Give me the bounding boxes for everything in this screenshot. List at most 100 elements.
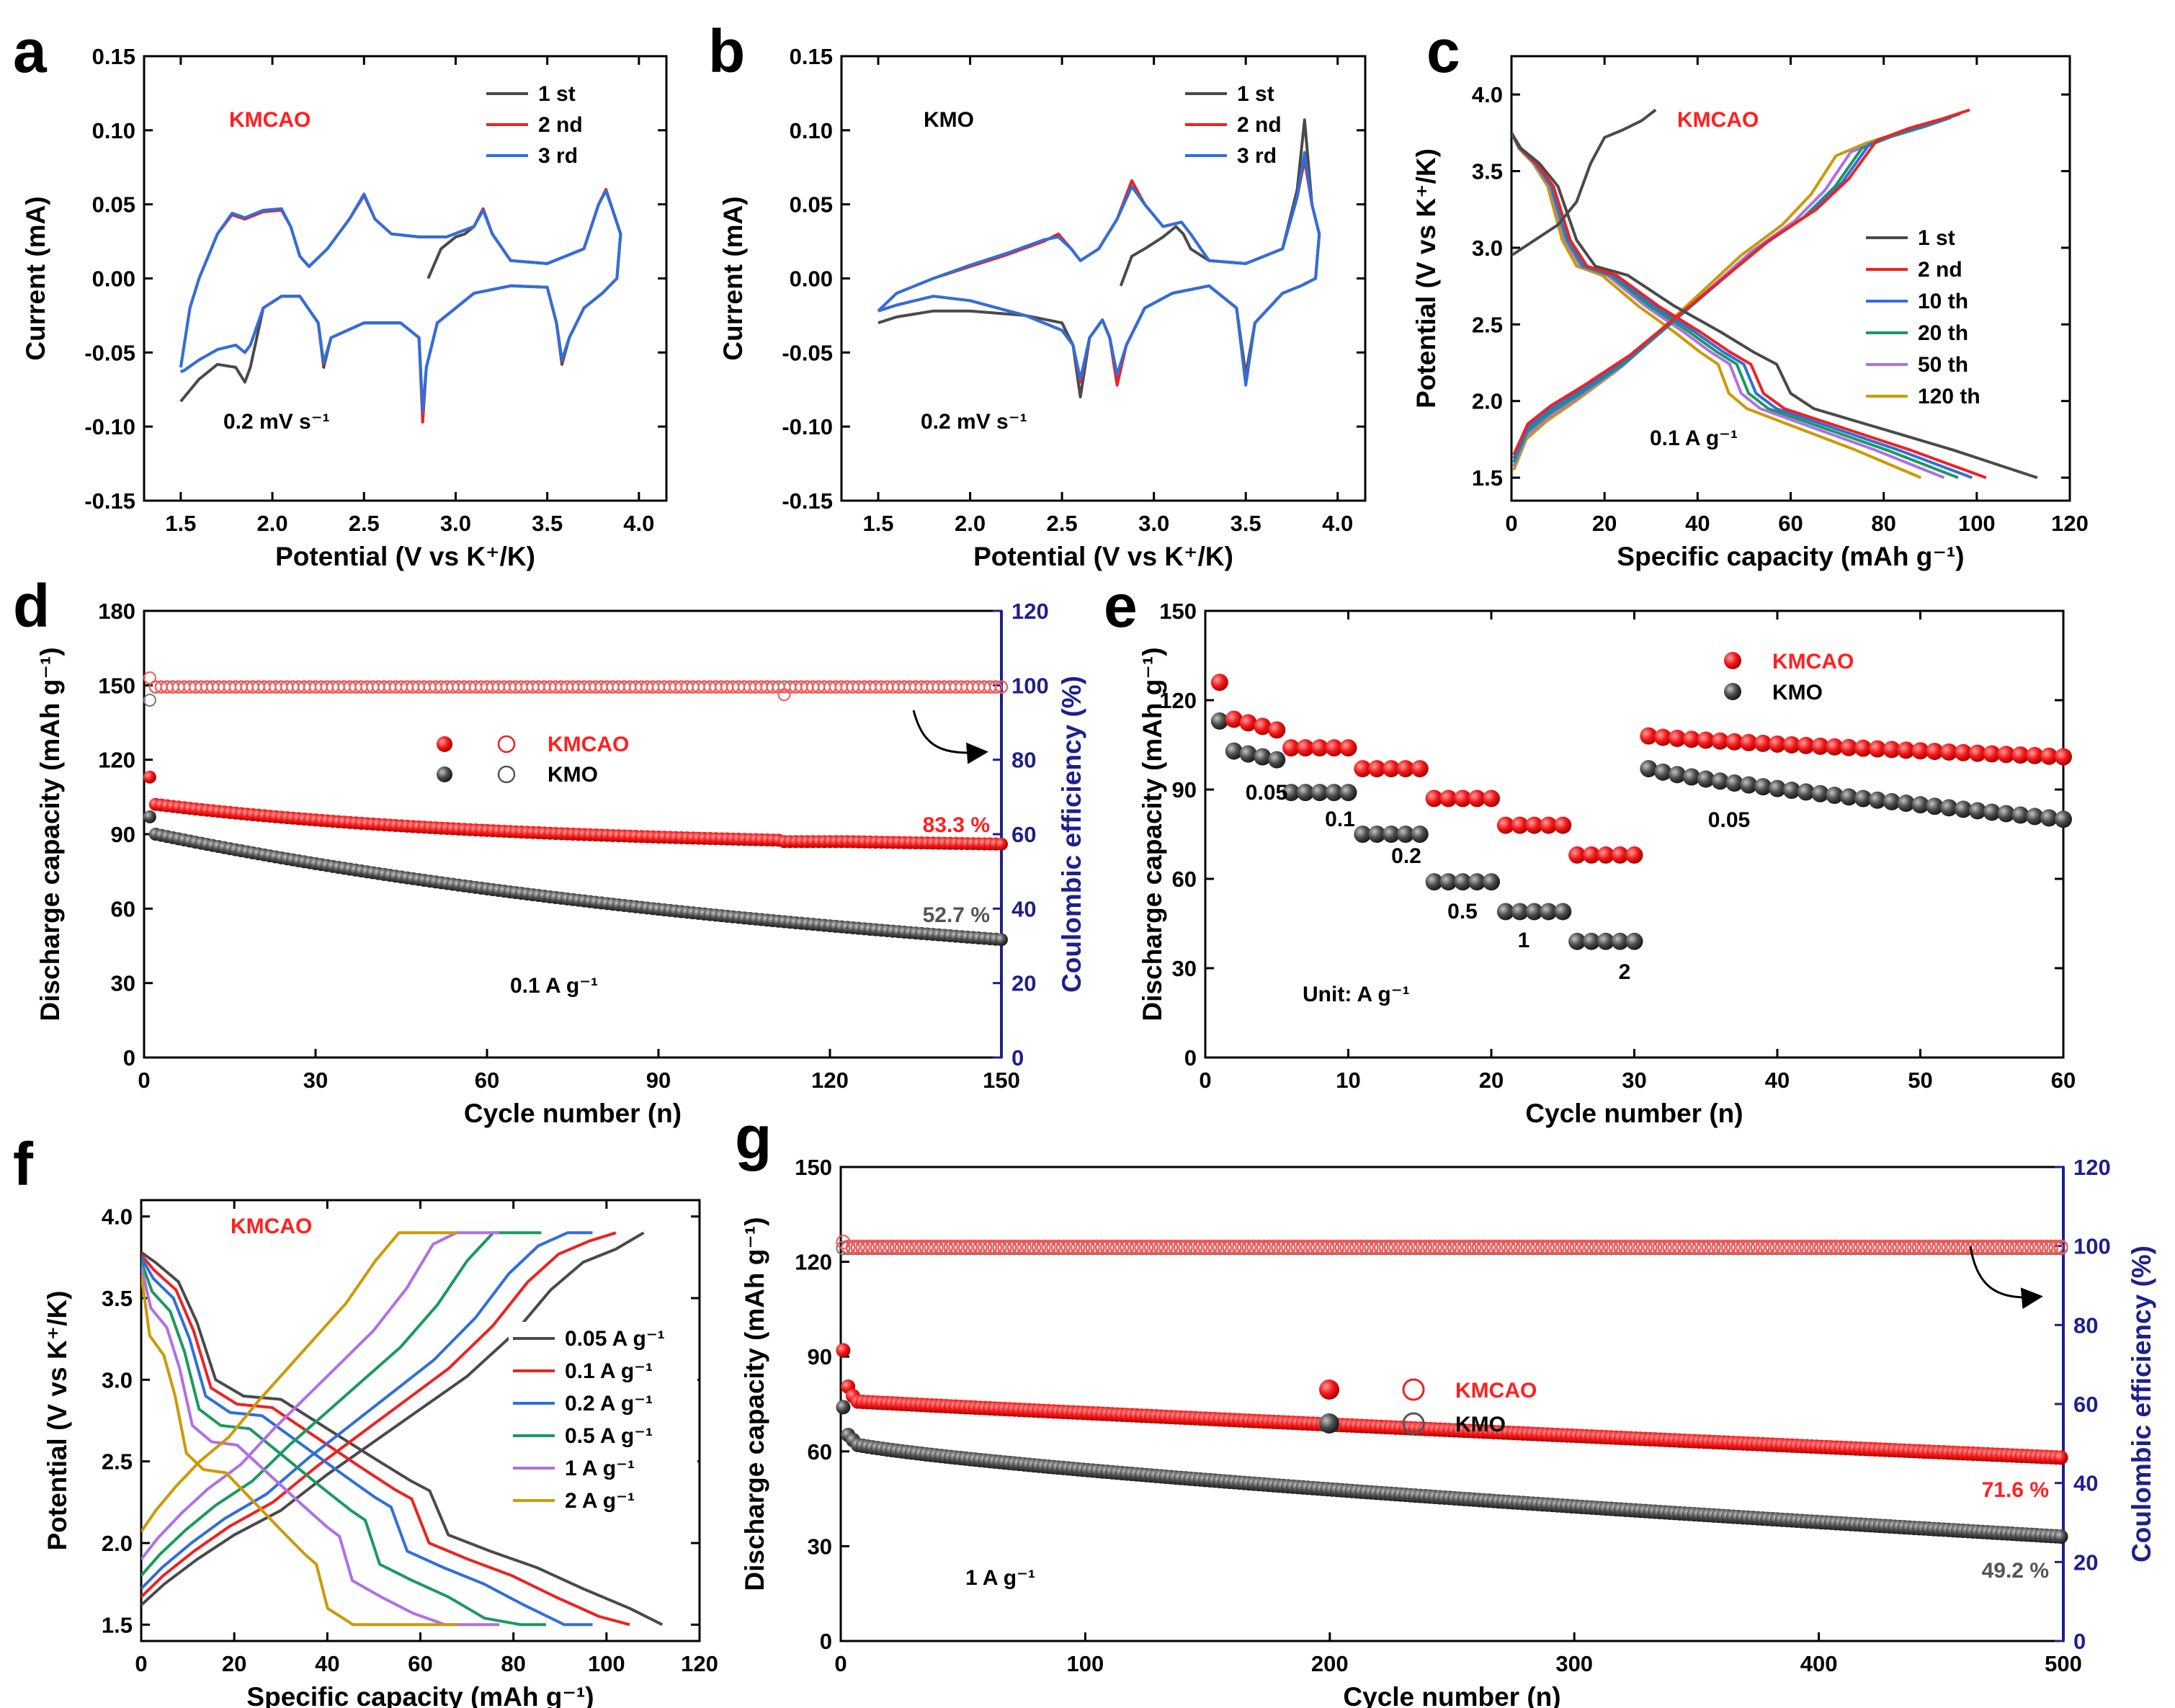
kmcao-ce-point xyxy=(1364,1239,1379,1254)
kmcao-ce-point xyxy=(1271,1239,1286,1254)
kmcao-ce-point xyxy=(1467,1239,1482,1254)
x-tick-label: 30 xyxy=(303,1068,328,1093)
kmcao-ce-point xyxy=(850,1239,865,1254)
kmo-recovery-point xyxy=(1740,776,1758,794)
kmo-rate-point xyxy=(1296,784,1314,802)
panel-a-frame xyxy=(143,55,668,502)
kmo-rate-point xyxy=(1625,932,1643,950)
y-tick-label: 2.5 xyxy=(102,1449,133,1475)
y-axis-label: Potential (V vs K⁺/K) xyxy=(43,1291,72,1551)
kmcao-ce-point xyxy=(1310,1239,1325,1254)
kmcao-ce-point xyxy=(1178,1239,1193,1254)
kmcao-ce-point xyxy=(1173,1239,1188,1254)
kmcao-ce-point xyxy=(995,680,1008,694)
kmcao-ce-point xyxy=(1843,1239,1858,1254)
kmcao-ce-point xyxy=(904,1239,919,1254)
x-axis-label: Cycle number (n) xyxy=(1343,1682,1560,1708)
kmcao-recovery-point xyxy=(1968,744,1986,762)
kmcao-recovery-point xyxy=(1926,743,1944,761)
kmcao-rate-point xyxy=(1310,739,1328,757)
y2-tick-label: 60 xyxy=(1011,822,1036,847)
kmcao-ce-point xyxy=(1144,1239,1159,1254)
kmcao-ce-point xyxy=(1589,1239,1604,1254)
y-tick-label: 150 xyxy=(98,673,135,698)
gcd-legend-label: 50 th xyxy=(1918,353,1968,377)
kmcao-ce-point xyxy=(1120,1239,1135,1254)
kmcao-retention-label: 83.3 % xyxy=(923,813,990,837)
kmcao-ce-point xyxy=(1515,1239,1530,1254)
gcd-legend-label: 120 th xyxy=(1918,385,1980,408)
kmcao-ce-point xyxy=(1809,1239,1824,1254)
kmcao-ce-point xyxy=(1207,1239,1223,1254)
legend-kmo-marker xyxy=(1724,683,1741,700)
kmcao-ce-point xyxy=(953,1239,968,1254)
kmcao-ce-point xyxy=(1452,1239,1467,1254)
kmcao-rate-point xyxy=(1396,760,1414,778)
kmcao-recovery-point xyxy=(1983,745,2001,763)
kmcao-ce-point xyxy=(1076,1239,1091,1254)
rate-step-label: 0.1 xyxy=(1325,808,1355,831)
kmcao-ce-point xyxy=(1158,1239,1174,1254)
kmo-rate-point xyxy=(1611,932,1629,950)
kmo-capacity-point xyxy=(995,933,1008,947)
y-tick-label: 150 xyxy=(1159,599,1197,624)
kmcao-ce-point xyxy=(1911,1239,1926,1254)
kmcao-rate-point xyxy=(1339,739,1357,757)
kmcao-ce-point xyxy=(943,1239,958,1254)
kmcao-ce-point xyxy=(1623,1239,1638,1254)
x-tick-label: 0 xyxy=(1505,511,1517,536)
kmcao-ce-point xyxy=(1148,1239,1164,1254)
gcd-legend-label: 10 th xyxy=(1918,290,1968,313)
panel-title: KMCAO xyxy=(229,108,311,132)
kmcao-ce-point xyxy=(1276,1239,1291,1254)
kmcao-ce-point xyxy=(1349,1239,1365,1254)
kmcao-ce-point xyxy=(1692,1239,1707,1254)
legend-kmo-filled xyxy=(1319,1413,1339,1434)
x-tick-label: 100 xyxy=(1067,1651,1104,1676)
kmo-capacity-point xyxy=(2053,1529,2068,1544)
x-tick-label: 3.0 xyxy=(440,511,471,536)
kmcao-ce-point xyxy=(894,1239,909,1254)
kmcao-ce-point xyxy=(1022,1239,1037,1254)
legend-kmcao-label: KMCAO xyxy=(1772,650,1854,674)
kmcao-rate-point xyxy=(1568,846,1586,864)
kmcao-rate-point xyxy=(1496,816,1514,834)
y-tick-label: 4.0 xyxy=(102,1204,133,1230)
kmcao-ce-point xyxy=(875,1239,890,1254)
kmcao-ce-point xyxy=(1251,1239,1267,1254)
y-tick-label: 2.0 xyxy=(1472,389,1503,414)
kmcao-ce-point xyxy=(1628,1239,1643,1254)
kmcao-recovery-point xyxy=(1940,743,1958,761)
x-tick-label: 50 xyxy=(1908,1068,1932,1093)
kmo-recovery-point xyxy=(1968,802,1986,820)
discharge-curve xyxy=(1511,132,1922,479)
y-tick-label: 2.5 xyxy=(1472,312,1503,337)
kmcao-ce-point xyxy=(1941,1239,1956,1254)
kmcao-ce-point xyxy=(1046,1239,1061,1254)
kmcao-ce-point xyxy=(1139,1239,1154,1254)
kmcao-ce-point xyxy=(1862,1239,1877,1254)
kmcao-ce-point xyxy=(1540,1239,1555,1254)
kmcao-ce-point xyxy=(1501,1239,1516,1254)
kmo-rate-point xyxy=(1454,873,1472,891)
x-tick-label: 0 xyxy=(834,1651,847,1676)
x-tick-label: 20 xyxy=(222,1651,246,1676)
y-tick-label: 0 xyxy=(123,1045,135,1070)
kmcao-ce-point xyxy=(1834,1239,1849,1254)
kmo-rate-point xyxy=(1411,826,1429,843)
kmcao-ce-point xyxy=(2048,1239,2063,1254)
kmcao-ce-point xyxy=(1555,1239,1570,1254)
x-tick-label: 0 xyxy=(138,1068,150,1093)
kmcao-recovery-point xyxy=(1640,727,1658,745)
y-tick-label: 0.05 xyxy=(92,192,135,218)
x-axis-label: Specific capacity (mAh g⁻¹) xyxy=(1617,542,1964,571)
kmcao-capacity-point xyxy=(995,837,1008,851)
kmcao-ce-point xyxy=(1999,1239,2014,1254)
kmcao-rate-point xyxy=(1411,760,1429,778)
y-tick-label: 150 xyxy=(795,1155,832,1180)
kmo-recovery-point xyxy=(1840,788,1858,806)
panel-e: 0 10 20 30 40 50 60 0 30 60 90 120 150 Cycle number (… xyxy=(1104,572,2076,1128)
kmo-rate-point xyxy=(1368,826,1386,843)
kmo-recovery-point xyxy=(1640,760,1658,778)
y-tick-label: -0.05 xyxy=(782,340,833,365)
